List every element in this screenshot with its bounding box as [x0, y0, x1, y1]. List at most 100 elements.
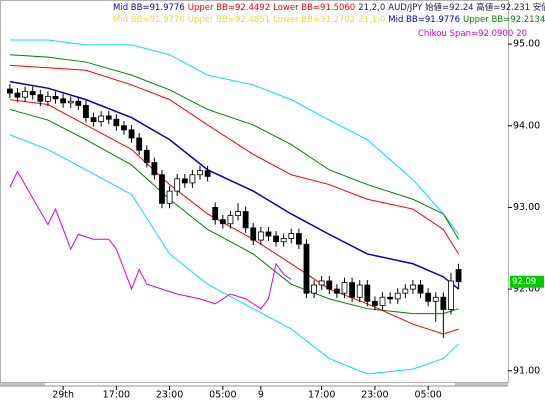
candle-body: [174, 178, 181, 192]
legend-row: Mid BB=91.9776 Upper BB=92.4492 Lower BB=9…: [113, 2, 545, 13]
candle-body: [67, 100, 74, 104]
candle-body: [295, 233, 302, 245]
candle-body: [113, 118, 120, 127]
legend-text: Lower BB=91.5060: [273, 3, 355, 13]
candle-body: [349, 282, 356, 298]
candle-body: [448, 280, 454, 310]
y-tick-label: 94.00: [513, 120, 540, 131]
price-tag-label: 92.09: [512, 277, 536, 287]
candle-body: [417, 284, 424, 294]
candle-body: [425, 292, 432, 302]
candle-body: [333, 288, 340, 294]
candle-body: [364, 284, 371, 302]
candle-body: [379, 296, 386, 306]
candle-body: [227, 215, 234, 225]
candle-body: [402, 288, 409, 294]
candle-body: [341, 282, 348, 294]
candle-body: [98, 115, 105, 123]
indicator-line: [9, 80, 460, 290]
candle-body: [257, 231, 264, 241]
candle-body: [189, 174, 196, 184]
candle-body: [166, 190, 173, 204]
candle-body: [83, 104, 89, 118]
candle-body: [22, 91, 28, 98]
indicator-line: [9, 170, 292, 310]
legend-text: Chikou Span=92.0900: [418, 29, 513, 39]
candle-body: [432, 296, 439, 302]
x-tick-label: 05:00: [414, 390, 441, 401]
candle-body: [356, 284, 363, 298]
indicator-line: [9, 39, 459, 235]
plot-frame: [0, 0, 509, 383]
legend-text: Upper BB=92.2134: [463, 15, 545, 25]
candle-body: [204, 170, 211, 177]
candle-body: [455, 269, 462, 283]
candle-body: [121, 125, 127, 131]
candle-body: [250, 227, 257, 241]
legend-text: 20: [516, 29, 527, 39]
y-tick-label: 91.00: [513, 365, 540, 376]
candle-body: [136, 137, 143, 151]
x-tick-label: 17:00: [308, 390, 335, 401]
x-tick-label: 23:00: [156, 390, 183, 401]
candle-body: [303, 243, 310, 294]
candle-body: [45, 95, 51, 102]
indicator-line: [9, 64, 459, 255]
indicator-line: [9, 108, 459, 315]
candle-body: [60, 98, 67, 104]
candle-body: [265, 231, 272, 237]
candle-body: [326, 280, 333, 290]
legend-text: Mid BB=91.9776: [113, 3, 185, 13]
candle-body: [181, 178, 188, 184]
legend-text: Upper BB=92.4851: [188, 15, 270, 25]
candle-body: [159, 174, 165, 204]
candle-body: [440, 296, 447, 310]
candle-body: [219, 219, 226, 225]
scroll-strip: [455, 383, 508, 386]
candle-body: [410, 284, 416, 290]
candle-body: [75, 100, 82, 106]
candle-body: [311, 284, 317, 294]
x-tick-label: 17:00: [103, 390, 130, 401]
legend-row: Mid BB=91.9776 Upper BB=92.4851 Lower BB=9…: [113, 15, 545, 25]
candle-body: [372, 300, 378, 306]
candle-body: [273, 235, 279, 243]
candle-body: [29, 91, 36, 96]
legend-text: Mid BB=91.9776: [113, 15, 185, 25]
legend-row: Chikou Span=92.0900 20: [418, 29, 527, 39]
legend-text: 21,1,0: [358, 15, 385, 25]
candle-body: [14, 92, 21, 98]
candle-body: [52, 95, 59, 100]
candle-body: [280, 238, 287, 243]
candle-body: [387, 296, 394, 300]
x-tick-label: 9: [258, 390, 264, 401]
legend-text: Upper BB=92.4492: [188, 3, 270, 13]
y-tick-label: 92.00: [513, 284, 540, 295]
scroll-strip: [0, 383, 45, 386]
candle-body: [143, 149, 150, 163]
x-tick-label: 05:00: [209, 390, 236, 401]
candle-body: [37, 94, 44, 102]
candle-body: [288, 233, 295, 239]
price-tag: [510, 275, 544, 288]
indicator-line: [9, 54, 459, 240]
candle-body: [128, 129, 135, 139]
legend-text: Lower BB=91.2702: [273, 15, 355, 25]
y-tick-label: 95.00: [513, 39, 540, 50]
candle-body: [318, 280, 325, 286]
indicator-line: [9, 134, 459, 375]
candle-body: [212, 207, 219, 221]
candle-body: [105, 115, 112, 120]
legend-text: AUD/JPY 始値=92.24 高値=92.231 安値=92.07 終値=9…: [388, 2, 545, 13]
candle-body: [242, 211, 249, 229]
candle-body: [90, 117, 97, 123]
candle-body: [6, 88, 13, 94]
candle-body: [197, 170, 203, 176]
x-tick-label: 23:00: [361, 390, 388, 401]
x-tick-label: 29th: [52, 390, 74, 401]
y-tick-label: 93.00: [513, 202, 540, 213]
candle-body: [394, 292, 401, 300]
candle-body: [151, 162, 158, 176]
